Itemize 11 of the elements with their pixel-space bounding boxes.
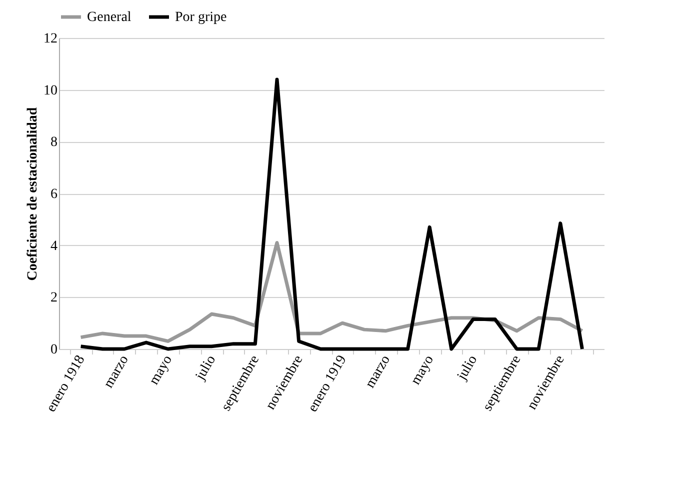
line-series	[79, 78, 584, 351]
y-axis-title: Coeficiente de estacionalidad	[26, 107, 40, 281]
y-tick-label: 6	[50, 187, 58, 202]
y-tick-label: 10	[44, 83, 58, 98]
legend-label: Por gripe	[175, 10, 227, 25]
legend-label: General	[87, 10, 132, 25]
y-tick-label: 12	[44, 32, 58, 46]
y-tick-label: 4	[50, 238, 58, 254]
y-tick-label: 0	[50, 342, 58, 358]
y-tick-label: 8	[50, 135, 58, 150]
y-tick-label: 2	[50, 290, 58, 306]
